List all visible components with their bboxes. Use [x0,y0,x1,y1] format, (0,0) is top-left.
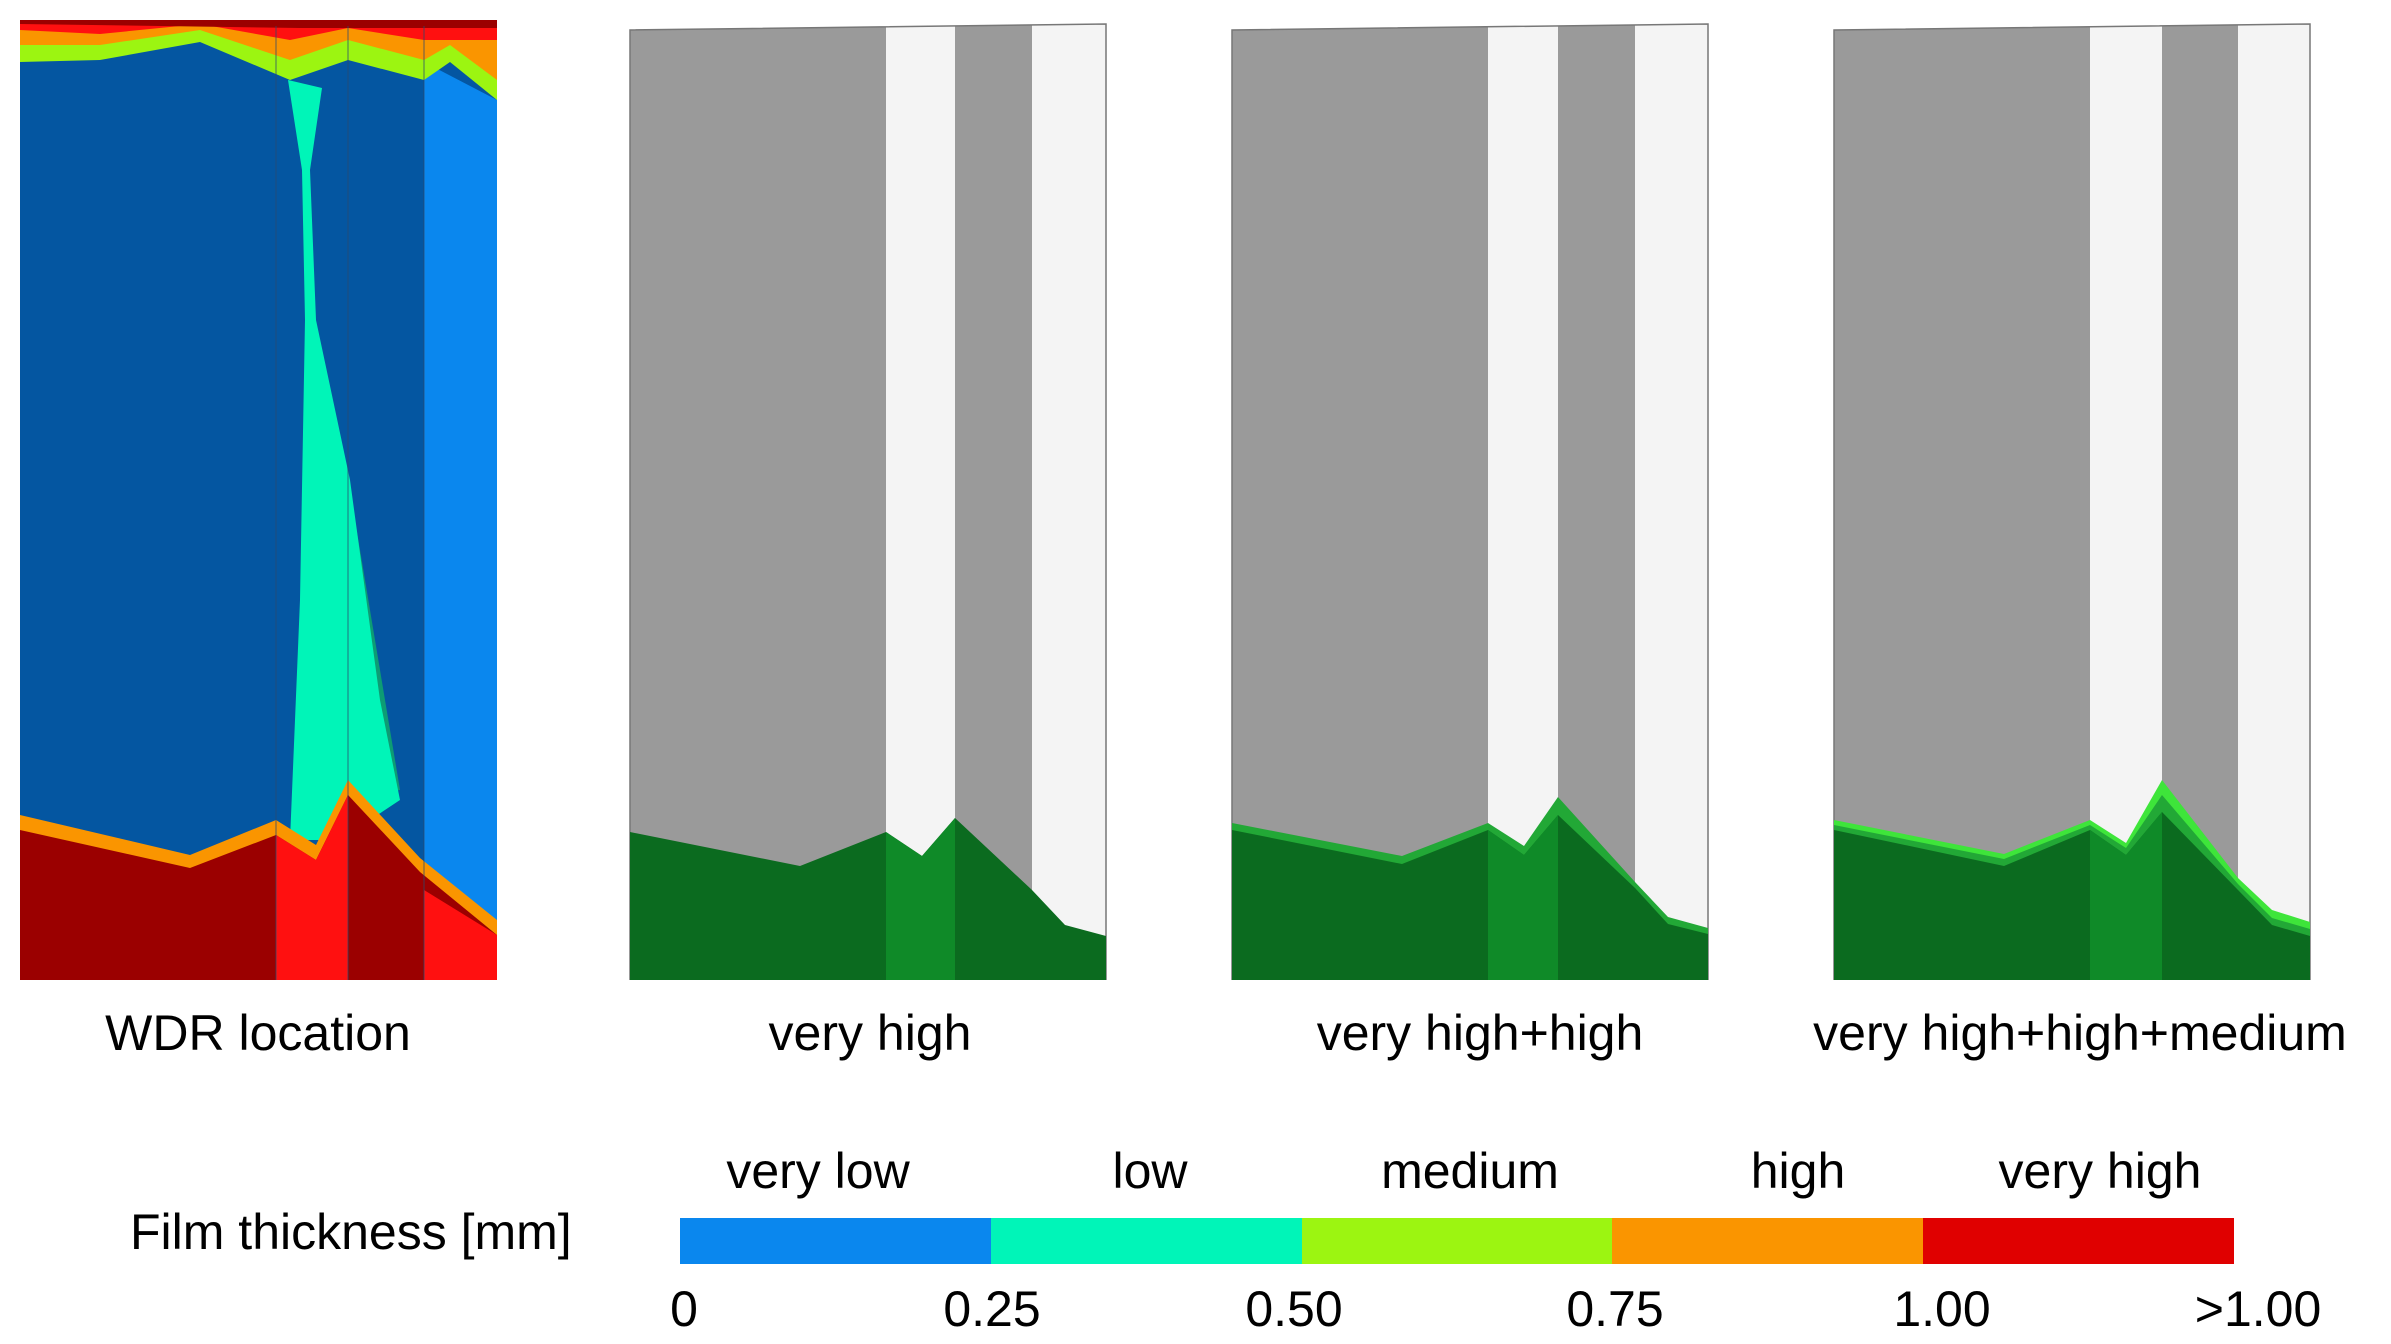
wdr-right-strip [424,62,497,930]
facade-gray [630,24,1106,980]
colorbar [680,1218,2234,1264]
panels-canvas [20,20,2311,980]
facade-outline [629,23,1107,980]
colorbar-segment-high [1612,1218,1924,1264]
wdr-bottom-dark-red [20,795,497,980]
panel-title-very-high: very high [768,1005,972,1061]
colorbar-tick-3: 0.75 [1566,1281,1664,1337]
wdr-top-dark-red [20,20,497,28]
panel-title-very-high-high: very high+high [1316,1005,1644,1061]
colorbar-segment-very-low [680,1218,991,1264]
colorbar-segment-low [990,1218,1302,1264]
wet-area-face [1488,815,1558,980]
legend-level-very-low: very low [726,1143,910,1199]
wet-area-very-high [1232,815,1708,980]
wdr-bottom-red-right [424,890,497,980]
wet-area-very-high [630,818,1106,980]
facade-gray [1232,24,1708,980]
panel-very-high [629,23,1107,980]
wdr-top-orange [20,26,497,80]
colorbar-tick-1: 0.25 [943,1281,1041,1337]
facade-white-col-2 [2238,24,2310,980]
colorbar-tick-4: 1.00 [1893,1281,1991,1337]
panel-title-very-high-high-medium: very high+high+medium [1813,1005,2347,1061]
facade-white-col-1 [2090,26,2162,980]
legend-level-low: low [1112,1143,1188,1199]
wet-area-face [2090,812,2162,980]
colorbar-tick-5: >1.00 [2194,1281,2322,1337]
legend-level-high: high [1750,1143,1846,1199]
panel-very-high-high-medium [1833,23,2311,980]
facade-outline [1833,23,2311,980]
wdr-bottom-red-col [276,795,348,980]
legend-level-very-high: very high [1998,1143,2202,1199]
facade-white-col-1 [886,26,955,980]
colorbar-tick-0: 0 [670,1281,698,1337]
wdr-cyan-band [288,80,400,840]
facade-white-col-2 [1032,24,1106,980]
facade-gray [1834,24,2310,980]
legend-level-medium: medium [1381,1143,1559,1199]
facade-white-col-2 [1635,24,1708,980]
panel-title-wdr: WDR location [105,1005,411,1061]
panel-very-high-high [1231,23,1709,980]
panel-wdr [20,20,497,980]
facade-outline [1231,23,1709,980]
wet-area-face [886,818,955,980]
colorbar-segment-medium [1301,1218,1613,1264]
wet-area-very-high [1834,812,2310,980]
legend-title: Film thickness [mm] [130,1204,572,1260]
colorbar-segment-very-high [1923,1218,2234,1264]
colorbar-tick-2: 0.50 [1245,1281,1343,1337]
facade-white-col-1 [1488,26,1558,980]
